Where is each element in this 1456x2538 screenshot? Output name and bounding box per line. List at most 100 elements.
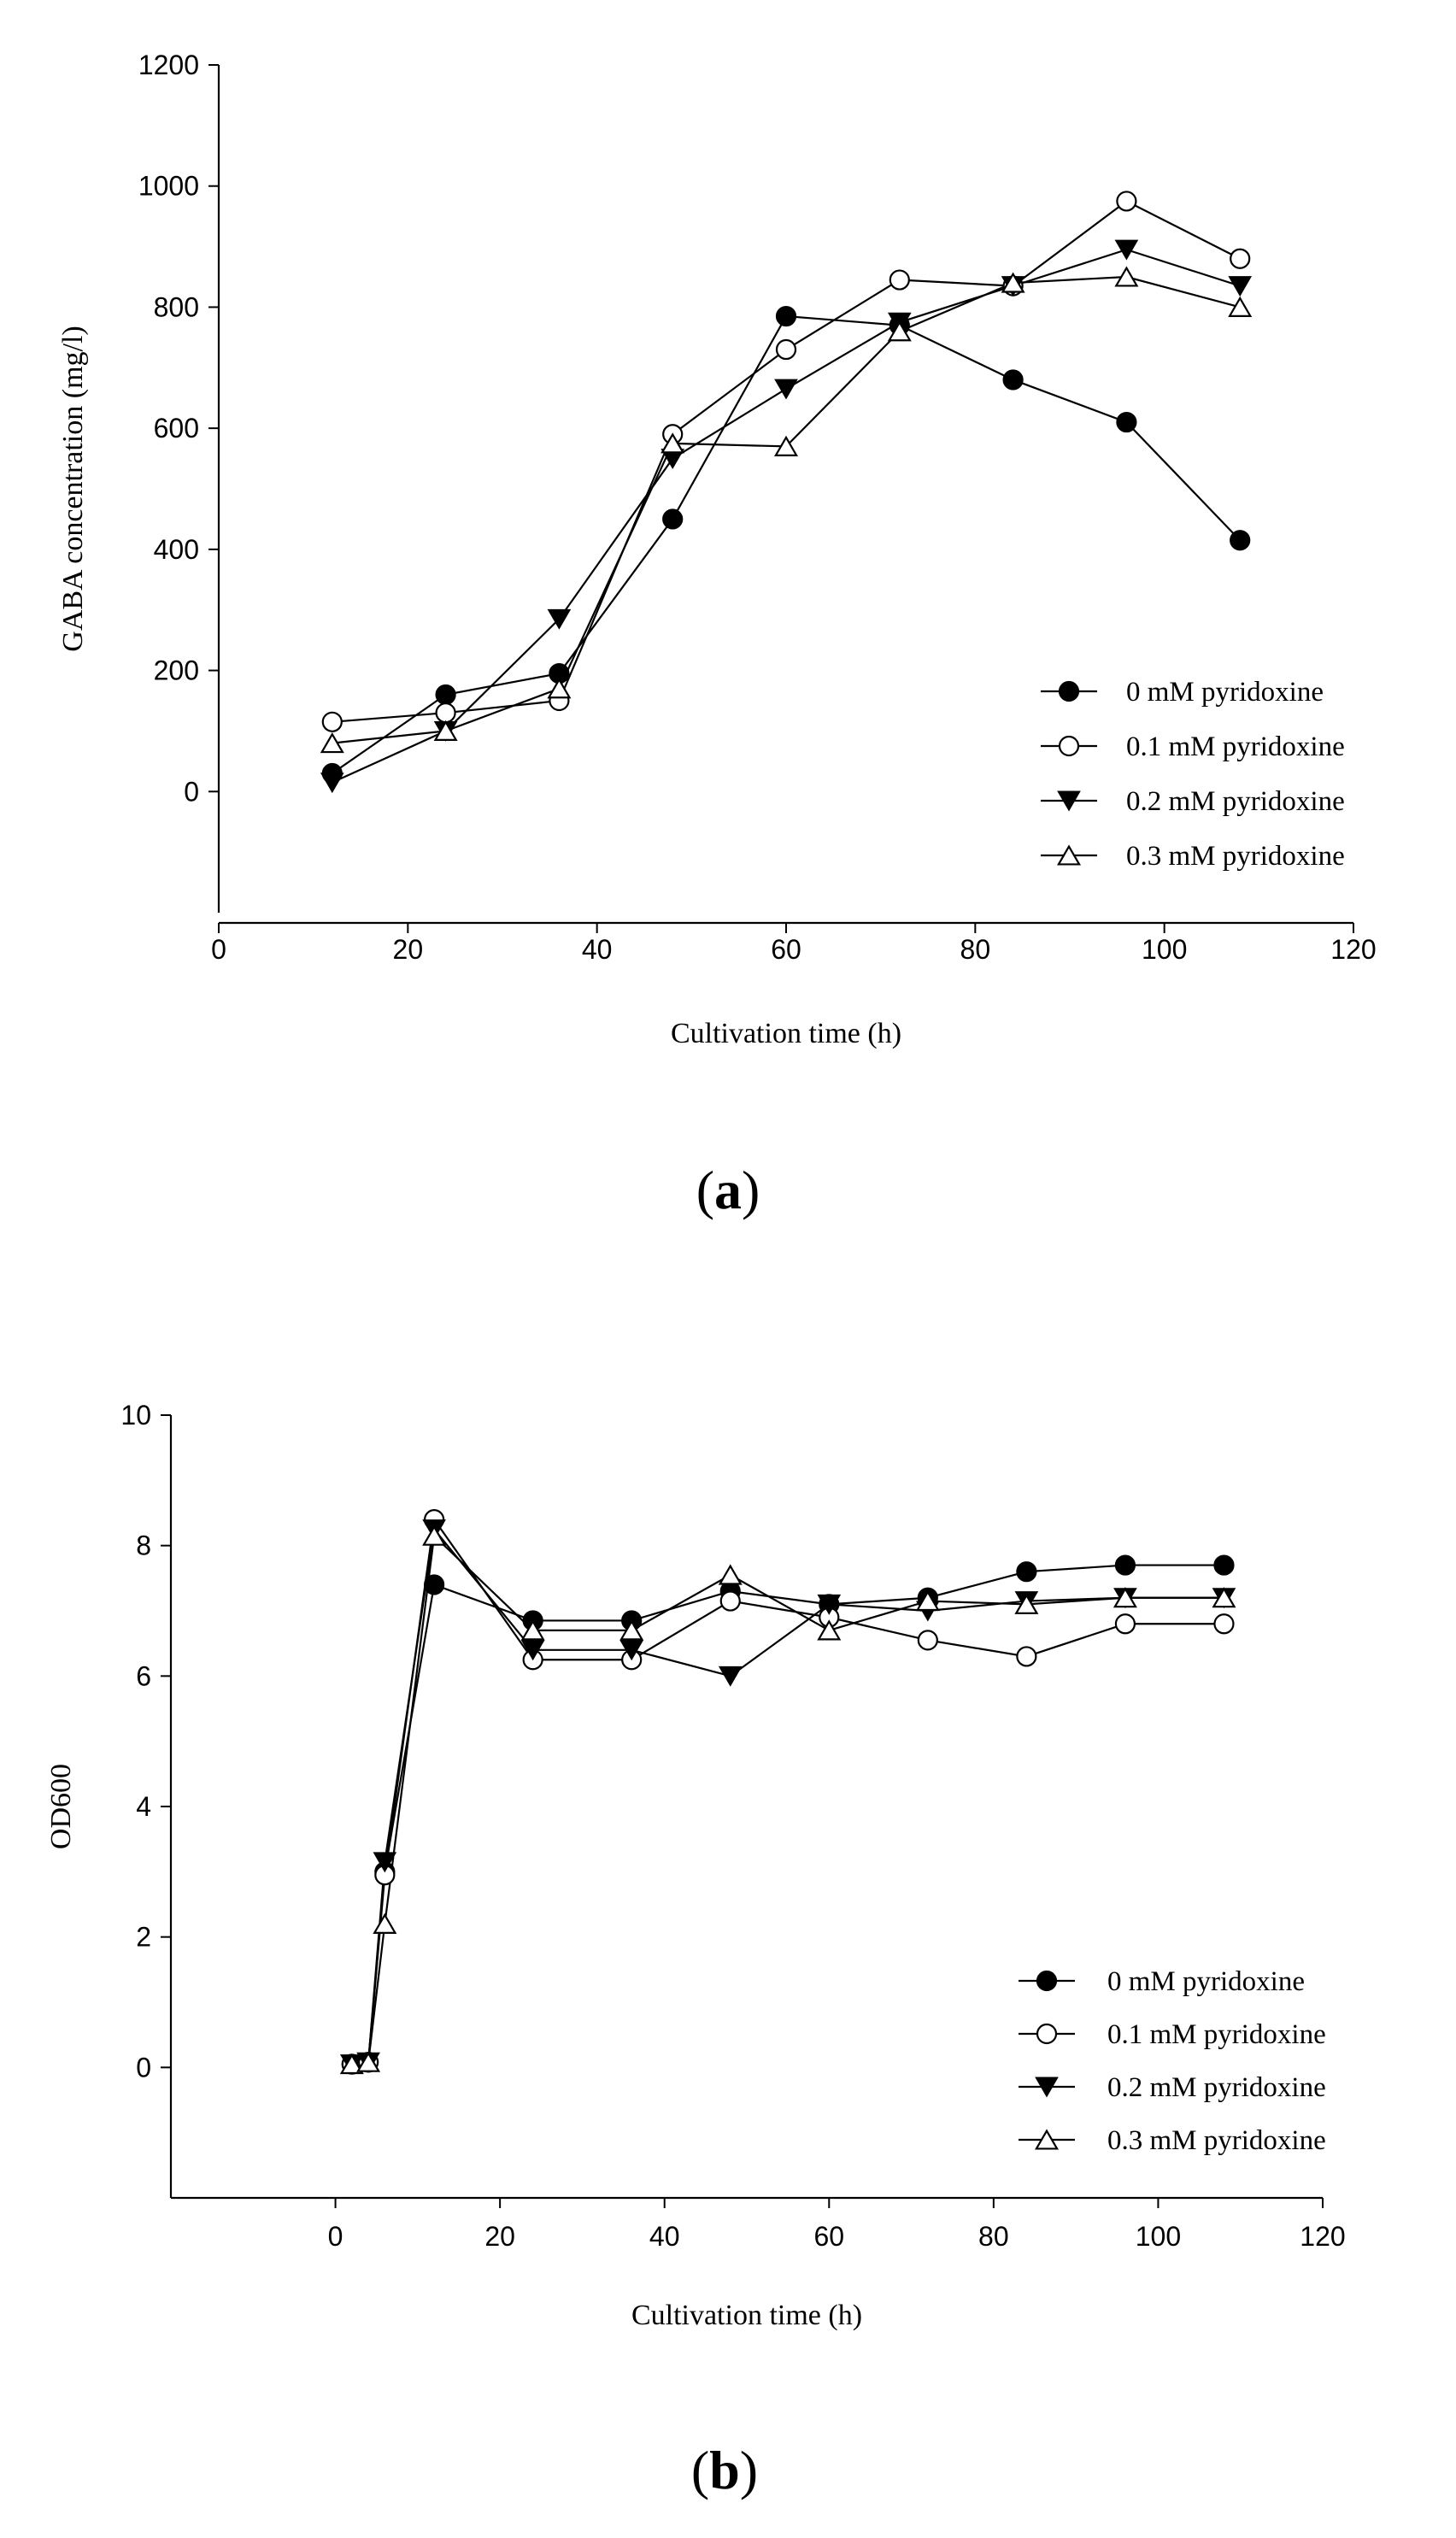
series-line-2 (351, 1517, 1224, 2065)
legend-marker (1034, 2129, 1060, 2150)
x-axis-title: Cultivation time (h) (631, 2300, 862, 2331)
x-tick-label: 100 (1142, 934, 1187, 965)
data-point-series-3 (619, 1640, 644, 1661)
y-axis-title: OD600 (45, 1764, 77, 1849)
series-line-4 (351, 1533, 1224, 2065)
data-point-series-2 (1016, 1646, 1037, 1667)
data-point-series-4 (1113, 1587, 1137, 1608)
y-tick-label: 4 (136, 1791, 151, 1822)
data-point-series-1 (1016, 1561, 1037, 1583)
series-line-3 (351, 1526, 1224, 2065)
data-point-series-4 (433, 720, 458, 741)
data-point-series-4 (422, 1525, 447, 1546)
y-tick-label: 0 (136, 2052, 151, 2083)
x-tick-label: 60 (813, 2221, 844, 2252)
x-tick-label: 80 (978, 2221, 1009, 2252)
data-point-series-1 (1002, 369, 1024, 391)
x-tick-label: 40 (582, 934, 613, 965)
series-line-3 (332, 248, 1241, 784)
x-tick-label: 120 (1300, 2221, 1345, 2252)
data-point-series-2 (775, 338, 797, 361)
data-point-series-1 (424, 1574, 445, 1595)
data-point-series-2 (1230, 248, 1251, 269)
data-point-series-3 (718, 1666, 743, 1687)
data-point-series-3 (1228, 276, 1253, 297)
y-tick-label: 1200 (138, 50, 199, 80)
legend-label: 0.3 mM pyridoxine (1107, 2125, 1326, 2156)
y-tick-label: 0 (184, 776, 199, 807)
data-point-series-4 (887, 320, 912, 342)
data-point-series-4 (1114, 266, 1139, 287)
x-tick-label: 80 (960, 934, 991, 965)
data-point-series-4 (520, 1619, 545, 1641)
legend-label: 0.1 mM pyridoxine (1107, 2019, 1326, 2050)
legend: 0 mM pyridoxine 0.1 mM pyridoxine 0.2 mM p… (1041, 677, 1345, 872)
y-tick-label: 400 (154, 534, 199, 565)
legend-marker (1056, 844, 1082, 866)
data-point-series-4 (547, 678, 572, 699)
series-line-1 (351, 1564, 1224, 2065)
data-point-series-3 (547, 608, 572, 630)
data-point-series-4 (817, 1619, 842, 1641)
y-axis-title: GABA concentration (mg/l) (57, 326, 89, 651)
legend-label: 0.2 mM pyridoxine (1107, 2072, 1326, 2103)
y-tick-label: 10 (120, 1400, 151, 1431)
data-point-series-4 (339, 2053, 364, 2075)
data-point-series-1 (662, 508, 684, 530)
data-point-series-2 (321, 711, 343, 732)
legend-label: 0 mM pyridoxine (1107, 1966, 1305, 1997)
data-point-series-3 (373, 1852, 397, 1873)
y-tick-label: 2 (136, 1922, 151, 1953)
legend-marker (1058, 680, 1080, 702)
legend: 0 mM pyridoxine 0.1 mM pyridoxine 0.2 mM p… (1019, 1966, 1326, 2156)
legend-marker (1036, 1970, 1058, 1992)
data-point-series-4 (1001, 272, 1025, 293)
data-point-series-4 (619, 1619, 644, 1641)
chart-panel-a: 0 20 40 60 80 100 120020040060080010001200Cult… (57, 50, 1377, 1220)
legend-label: 0.3 mM pyridoxine (1126, 841, 1345, 872)
data-point-series-1 (435, 684, 456, 706)
data-point-series-1 (1230, 530, 1251, 551)
x-tick-label: 0 (328, 2221, 343, 2252)
data-point-series-4 (320, 731, 344, 754)
x-tick-label: 60 (771, 934, 801, 965)
panel-label: (b) (691, 2440, 758, 2500)
data-point-series-3 (817, 1594, 842, 1615)
y-tick-label: 800 (154, 291, 199, 322)
legend-label: 0 mM pyridoxine (1126, 677, 1324, 708)
x-tick-label: 40 (649, 2221, 680, 2252)
data-point-series-2 (1213, 1613, 1235, 1635)
data-point-series-1 (1213, 1554, 1235, 1576)
data-point-series-1 (775, 305, 797, 327)
data-point-series-2 (889, 269, 910, 291)
data-point-series-4 (915, 1589, 940, 1612)
data-point-series-3 (320, 773, 344, 794)
x-tick-label: 100 (1136, 2221, 1181, 2252)
data-point-series-2 (917, 1630, 938, 1651)
y-tick-label: 8 (136, 1530, 151, 1561)
data-point-series-1 (1114, 1554, 1136, 1576)
data-point-series-4 (718, 1564, 743, 1585)
data-point-series-2 (1116, 191, 1137, 212)
legend-label: 0.1 mM pyridoxine (1126, 731, 1345, 762)
data-point-series-4 (773, 435, 799, 456)
data-point-series-2 (1114, 1613, 1136, 1635)
chart-panel-b: 0 20 40 60 80 100 120 0 2 4 6 8 10 Cultivation time (… (45, 1400, 1346, 2500)
y-tick-label: 200 (154, 655, 199, 686)
legend-label: 0.2 mM pyridoxine (1126, 786, 1345, 817)
legend-marker (1058, 735, 1080, 757)
data-point-series-4 (1228, 296, 1253, 317)
panel-label: (a) (696, 1160, 760, 1220)
data-point-series-3 (1114, 239, 1139, 261)
x-axis-title: Cultivation time (h) (671, 1018, 901, 1049)
legend-marker (1036, 2023, 1058, 2045)
data-point-series-4 (660, 432, 685, 454)
data-point-series-3 (520, 1640, 545, 1661)
y-tick-label: 6 (136, 1660, 151, 1691)
y-tick-label: 1000 (138, 171, 199, 202)
data-point-series-2 (435, 702, 456, 724)
data-point-series-4 (373, 1912, 397, 1934)
y-tick-label: 600 (154, 413, 199, 444)
data-point-series-3 (774, 379, 798, 400)
x-tick-label: 0 (211, 934, 226, 965)
